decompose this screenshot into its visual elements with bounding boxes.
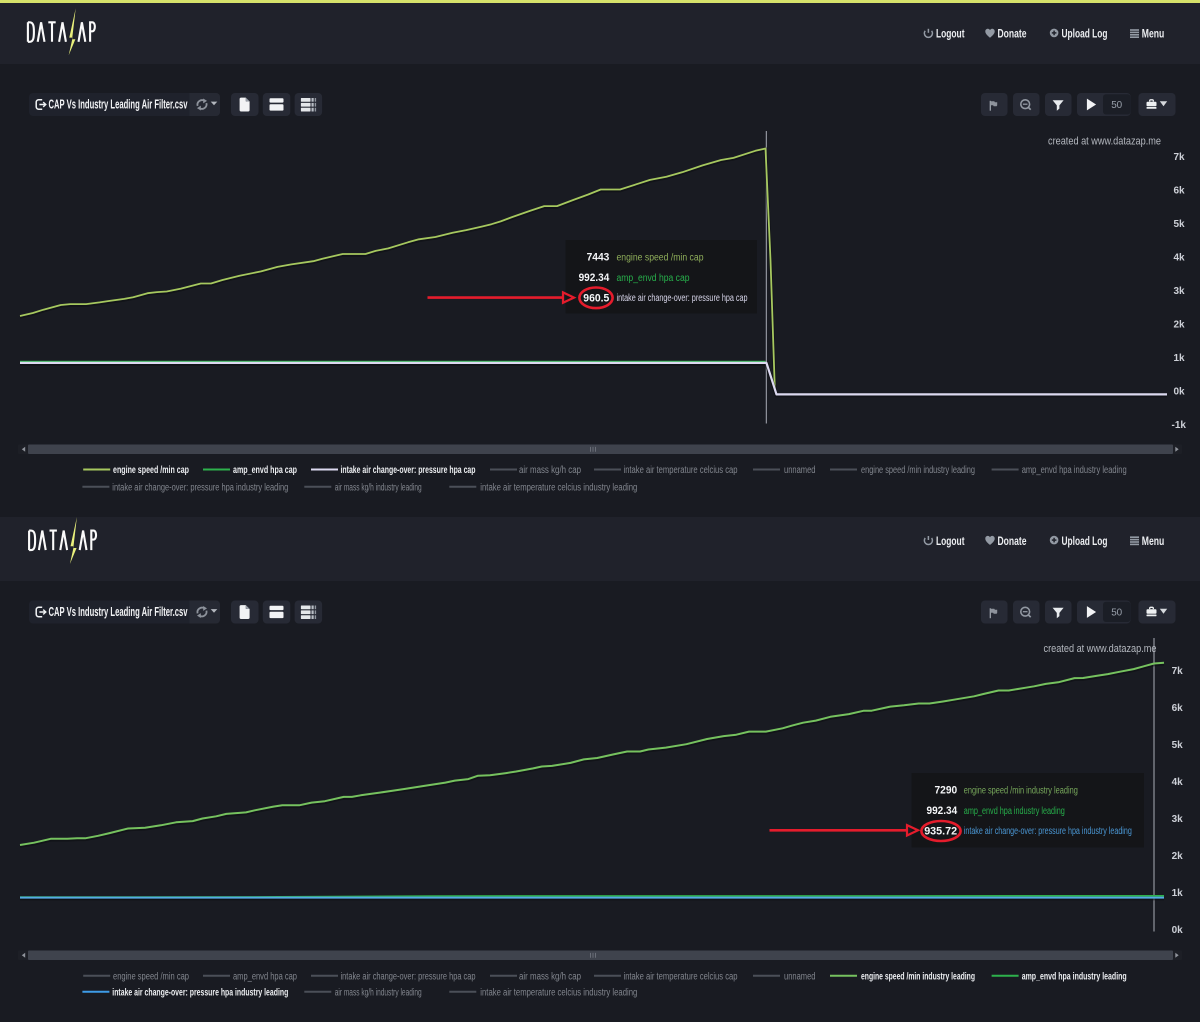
svg-text:intake air change-over: pressu: intake air change-over: pressure hpa cap [617, 293, 748, 304]
svg-text:4k: 4k [1174, 253, 1186, 264]
svg-text:5k: 5k [1174, 219, 1186, 230]
svg-text:992.34: 992.34 [579, 272, 610, 284]
svg-text:Upload Log: Upload Log [1062, 536, 1108, 548]
svg-text:intake air temperature celcius: intake air temperature celcius cap [624, 465, 738, 476]
svg-text:unnamed: unnamed [784, 971, 816, 982]
svg-text:7k: 7k [1172, 666, 1184, 677]
svg-text:amp_envd hpa cap: amp_envd hpa cap [233, 971, 297, 982]
svg-text:engine speed /min cap: engine speed /min cap [617, 252, 704, 263]
svg-text:50: 50 [1111, 99, 1122, 111]
svg-text:6k: 6k [1172, 703, 1184, 714]
svg-text:1k: 1k [1172, 888, 1184, 899]
svg-text:amp_envd hpa cap: amp_envd hpa cap [233, 465, 297, 476]
svg-text:amp_envd hpa industry leading: amp_envd hpa industry leading [1022, 971, 1127, 982]
svg-text:amp_envd hpa industry leading: amp_envd hpa industry leading [964, 806, 1065, 817]
svg-text:7290: 7290 [935, 785, 958, 797]
svg-text:created at www.datazap.me: created at www.datazap.me [1048, 136, 1161, 148]
svg-text:engine speed /min industry lea: engine speed /min industry leading [964, 785, 1078, 796]
svg-text:-1k: -1k [1172, 420, 1187, 431]
svg-text:Logout: Logout [936, 29, 965, 41]
svg-text:Donate: Donate [998, 536, 1027, 548]
svg-text:CAP Vs Industry Leading Air Fi: CAP Vs Industry Leading Air Filter.csv [49, 605, 188, 619]
svg-text:7k: 7k [1174, 152, 1186, 163]
svg-text:0k: 0k [1172, 925, 1184, 936]
svg-text:intake air temperature celcius: intake air temperature celcius industry … [480, 482, 637, 493]
svg-text:air mass kg/h cap: air mass kg/h cap [519, 971, 581, 982]
svg-text:intake air change-over: pressu: intake air change-over: pressure hpa ind… [964, 826, 1132, 837]
svg-text:6k: 6k [1174, 186, 1186, 197]
svg-text:3k: 3k [1174, 286, 1186, 297]
svg-text:960.5: 960.5 [583, 292, 609, 304]
svg-text:air mass kg/h industry leading: air mass kg/h industry leading [335, 987, 422, 998]
svg-text:created at www.datazap.me: created at www.datazap.me [1044, 643, 1157, 655]
svg-text:992.34: 992.34 [927, 805, 958, 817]
svg-text:engine speed /min industry lea: engine speed /min industry leading [861, 971, 975, 982]
svg-text:CAP Vs Industry Leading Air Fi: CAP Vs Industry Leading Air Filter.csv [49, 97, 188, 111]
svg-text:2k: 2k [1172, 851, 1184, 862]
svg-text:935.72: 935.72 [924, 825, 957, 837]
svg-text:1k: 1k [1174, 353, 1186, 364]
svg-text:air mass kg/h industry leading: air mass kg/h industry leading [335, 482, 422, 493]
svg-text:Menu: Menu [1142, 29, 1165, 41]
svg-text:unnamed: unnamed [784, 465, 816, 476]
svg-text:amp_envd hpa industry leading: amp_envd hpa industry leading [1022, 465, 1127, 476]
svg-text:amp_envd hpa cap: amp_envd hpa cap [617, 273, 690, 284]
svg-text:intake air change-over: pressu: intake air change-over: pressure hpa ind… [112, 987, 288, 998]
svg-text:intake air change-over: pressu: intake air change-over: pressure hpa cap [341, 465, 476, 476]
svg-text:intake air temperature celcius: intake air temperature celcius cap [624, 971, 738, 982]
svg-text:2k: 2k [1174, 320, 1186, 331]
svg-text:intake air change-over: pressu: intake air change-over: pressure hpa ind… [112, 482, 288, 493]
svg-text:engine speed /min cap: engine speed /min cap [113, 465, 189, 476]
svg-text:air mass kg/h cap: air mass kg/h cap [519, 465, 581, 476]
svg-text:50: 50 [1111, 607, 1122, 619]
svg-text:engine speed /min industry lea: engine speed /min industry leading [861, 465, 975, 476]
svg-text:intake air change-over: pressu: intake air change-over: pressure hpa cap [341, 971, 476, 982]
svg-text:intake air temperature celcius: intake air temperature celcius industry … [480, 987, 637, 998]
svg-text:engine speed /min cap: engine speed /min cap [113, 971, 189, 982]
svg-text:Donate: Donate [998, 29, 1027, 41]
svg-text:3k: 3k [1172, 814, 1184, 825]
svg-text:0k: 0k [1174, 387, 1186, 398]
svg-text:5k: 5k [1172, 740, 1184, 751]
svg-text:Menu: Menu [1142, 536, 1165, 548]
svg-text:7443: 7443 [587, 252, 610, 264]
svg-text:4k: 4k [1172, 777, 1184, 788]
svg-text:Upload Log: Upload Log [1062, 29, 1108, 41]
svg-text:Logout: Logout [936, 536, 965, 548]
